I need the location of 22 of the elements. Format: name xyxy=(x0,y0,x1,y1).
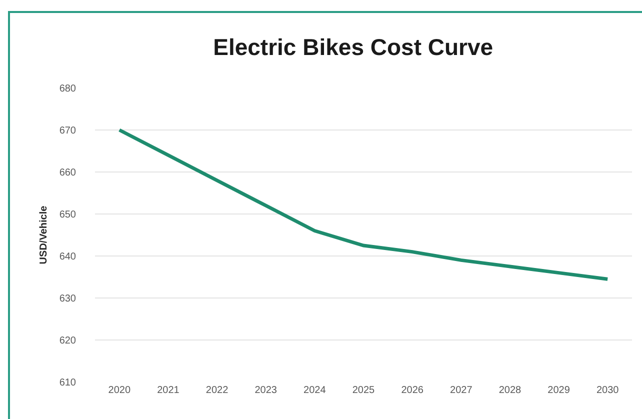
y-tick-label: 620 xyxy=(59,336,76,346)
x-tick-label: 2023 xyxy=(254,385,278,396)
x-tick-label: 2022 xyxy=(206,385,229,396)
y-tick-label: 650 xyxy=(59,210,76,220)
y-tick-label: 640 xyxy=(59,252,76,262)
y-tick-label: 680 xyxy=(59,84,76,94)
x-tick-label: 2026 xyxy=(401,385,424,396)
y-axis-title: USD/Vehicle xyxy=(38,205,50,264)
x-tick-label: 2020 xyxy=(108,385,131,396)
x-tick-label: 2030 xyxy=(596,385,620,396)
line-series xyxy=(118,128,610,281)
x-tick-label: 2021 xyxy=(157,385,180,396)
y-tick-label: 610 xyxy=(59,378,76,388)
y-tick-label: 660 xyxy=(59,168,76,178)
x-tick-label: 2025 xyxy=(352,385,376,396)
x-tick-label: 2029 xyxy=(548,385,570,396)
y-tick-label: 630 xyxy=(59,294,76,304)
x-tick-label: 2027 xyxy=(450,385,473,396)
chart-title: Electric Bikes Cost Curve xyxy=(213,34,494,60)
y-tick-label: 670 xyxy=(59,126,76,136)
x-tick-label: 2028 xyxy=(498,385,522,396)
x-tick-label: 2024 xyxy=(304,385,326,396)
